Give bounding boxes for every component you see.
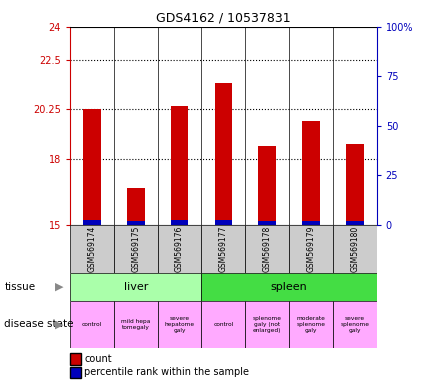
Bar <box>333 225 377 273</box>
Text: GSM569179: GSM569179 <box>307 225 315 272</box>
Text: count: count <box>84 354 112 364</box>
Text: disease state: disease state <box>4 319 74 329</box>
Bar <box>333 301 377 348</box>
Text: GSM569175: GSM569175 <box>131 225 140 272</box>
Text: GSM569174: GSM569174 <box>88 225 96 272</box>
Bar <box>302 221 320 225</box>
Bar <box>83 109 101 225</box>
Bar <box>171 106 188 225</box>
Text: percentile rank within the sample: percentile rank within the sample <box>84 367 249 377</box>
Bar <box>258 146 276 225</box>
Bar <box>127 221 145 225</box>
Text: splenome
galy (not
enlarged): splenome galy (not enlarged) <box>253 316 282 333</box>
Bar <box>258 221 276 225</box>
Bar <box>114 225 158 273</box>
Text: liver: liver <box>124 282 148 292</box>
Text: severe
hepatome
galy: severe hepatome galy <box>165 316 194 333</box>
Text: control: control <box>82 322 102 327</box>
Bar <box>83 220 101 225</box>
Text: GSM569177: GSM569177 <box>219 225 228 272</box>
Bar <box>289 225 333 273</box>
Text: mild hepa
tomegaly: mild hepa tomegaly <box>121 319 151 330</box>
Bar <box>114 301 158 348</box>
Title: GDS4162 / 10537831: GDS4162 / 10537831 <box>156 11 291 24</box>
Text: ▶: ▶ <box>55 282 64 292</box>
Bar <box>158 225 201 273</box>
Bar <box>70 273 201 301</box>
Text: spleen: spleen <box>271 282 307 292</box>
Bar <box>201 225 245 273</box>
Text: GSM569176: GSM569176 <box>175 225 184 272</box>
Bar <box>346 144 364 225</box>
Bar <box>245 225 289 273</box>
Text: moderate
splenome
galy: moderate splenome galy <box>297 316 325 333</box>
Bar <box>201 301 245 348</box>
Text: GSM569178: GSM569178 <box>263 225 272 272</box>
Text: severe
splenome
galy: severe splenome galy <box>340 316 369 333</box>
Bar <box>289 301 333 348</box>
Bar <box>215 220 232 225</box>
Bar <box>201 273 377 301</box>
Bar <box>302 121 320 225</box>
Bar <box>127 189 145 225</box>
Bar <box>245 301 289 348</box>
Bar <box>158 301 201 348</box>
Bar <box>70 225 114 273</box>
Bar <box>171 220 188 225</box>
Bar <box>70 301 114 348</box>
Bar <box>215 83 232 225</box>
Text: ▶: ▶ <box>55 319 64 329</box>
Bar <box>346 221 364 225</box>
Text: tissue: tissue <box>4 282 35 292</box>
Text: GSM569180: GSM569180 <box>350 225 359 272</box>
Text: control: control <box>213 322 233 327</box>
